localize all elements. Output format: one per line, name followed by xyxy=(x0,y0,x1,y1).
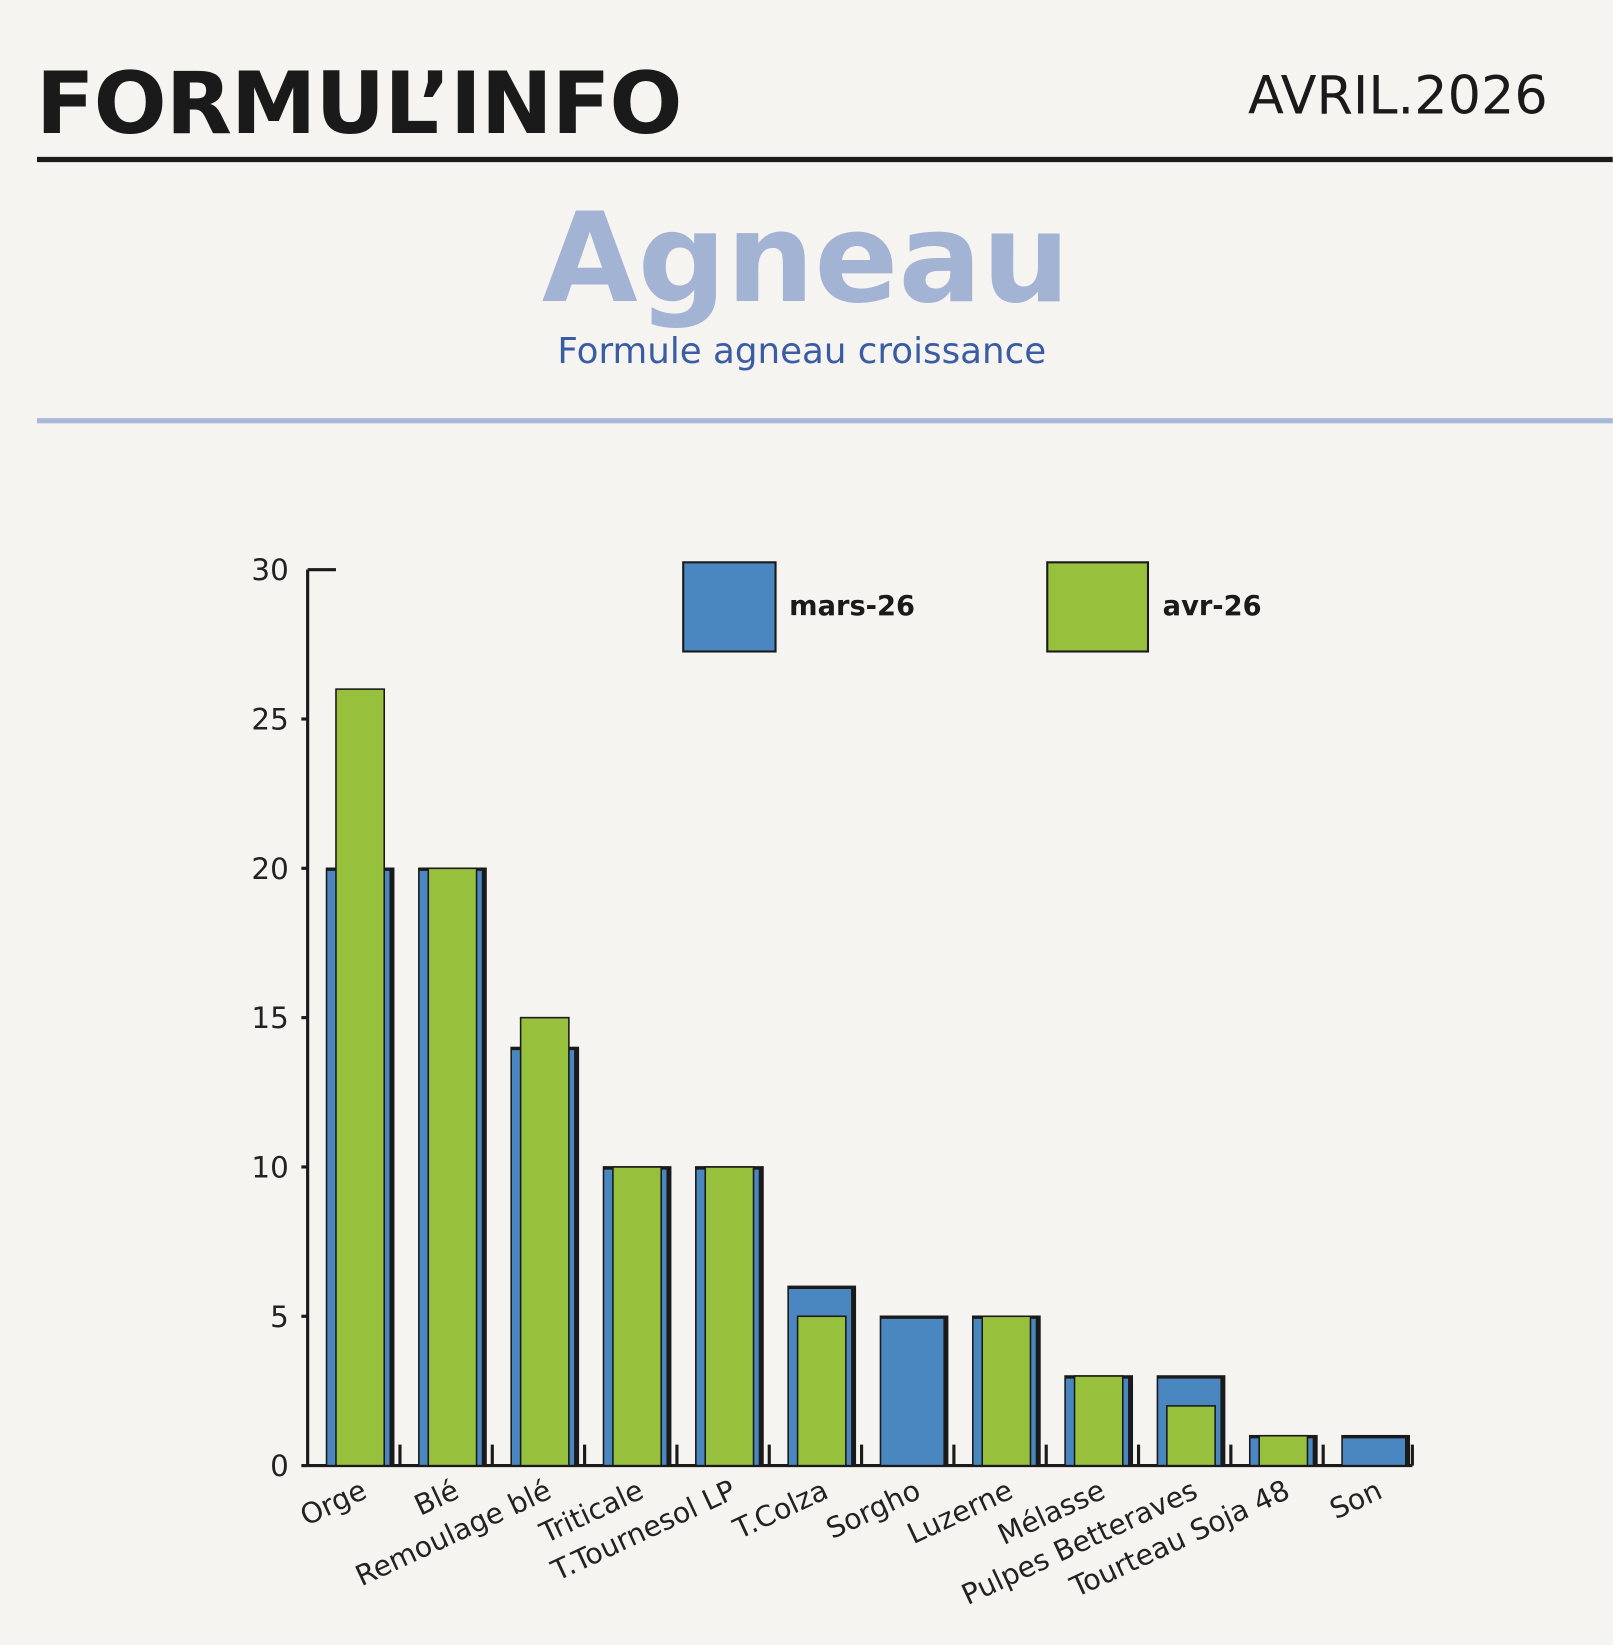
legend-label: avr-26 xyxy=(1163,591,1262,622)
y-tick-label: 30 xyxy=(251,553,288,587)
legend-swatch xyxy=(682,561,777,653)
y-tick-label: 20 xyxy=(251,852,288,886)
y-tick-label: 15 xyxy=(251,1001,288,1035)
bar-mars xyxy=(879,1315,949,1467)
bar-avr xyxy=(519,1016,570,1467)
y-tick-label: 10 xyxy=(251,1150,288,1184)
bar-avr xyxy=(981,1315,1032,1467)
bar-avr xyxy=(1073,1375,1124,1467)
legend-swatch xyxy=(1046,561,1150,653)
chart-subtitle: Formule agneau croissance xyxy=(557,331,1046,372)
bar-avr xyxy=(704,1166,755,1467)
bar-avr xyxy=(427,867,478,1467)
bar-avr xyxy=(1166,1405,1216,1467)
bar-avr xyxy=(612,1166,662,1467)
y-tick-label: 0 xyxy=(270,1449,289,1483)
chart-title: Agneau xyxy=(542,187,1070,331)
date: AVRIL.2026 xyxy=(1248,65,1548,126)
bar-avr xyxy=(335,688,386,1467)
y-tick-label: 5 xyxy=(270,1300,289,1334)
bar-avr xyxy=(796,1315,847,1467)
bar-avr xyxy=(1258,1434,1309,1467)
legend-label: mars-26 xyxy=(789,591,915,622)
bar-mars xyxy=(1341,1434,1410,1467)
brand: FORMUL’INFO xyxy=(36,54,682,154)
y-tick-label: 25 xyxy=(251,702,288,736)
